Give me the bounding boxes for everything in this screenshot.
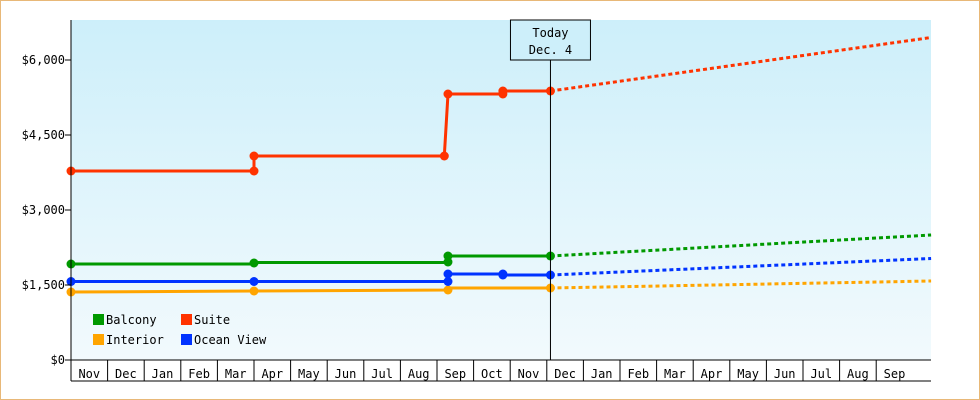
x-tick-label: Jul [371, 367, 393, 381]
forecast-line-interior [550, 279, 932, 290]
legend-label-ocean-view: Ocean View [194, 333, 267, 347]
x-tick-label: May [298, 367, 320, 381]
x-tick-label: Dec [115, 367, 137, 381]
x-tick-label: Apr [261, 367, 283, 381]
legend-swatch-interior [93, 334, 104, 345]
series-line-balcony [71, 254, 551, 266]
x-tick-label: Nov [78, 367, 100, 381]
x-tick-label: Sep [884, 367, 906, 381]
data-point-ocean-view [249, 277, 259, 286]
data-point-suite [249, 151, 259, 161]
data-point-interior [443, 285, 453, 295]
data-point-ocean-view [443, 277, 453, 286]
y-tick-label: $0 [51, 353, 65, 367]
legend-swatch-suite [181, 314, 192, 325]
x-tick-label: Dec [554, 367, 576, 381]
x-tick-label: Jun [774, 367, 796, 381]
y-tick-label: $6,000 [22, 53, 65, 67]
x-tick-label: Feb [188, 367, 210, 381]
x-tick-label: Jan [591, 367, 613, 381]
data-point-suite [443, 89, 453, 99]
x-tick-label: Apr [701, 367, 723, 381]
plot-background [71, 20, 931, 360]
legend-swatch-balcony [93, 314, 104, 325]
y-tick-label: $4,500 [22, 128, 65, 142]
x-tick-label: Mar [664, 367, 686, 381]
x-tick-label: Aug [847, 367, 869, 381]
data-point-suite [439, 151, 449, 161]
data-point-balcony [443, 251, 453, 261]
data-point-suite [498, 86, 508, 96]
today-date: Dec. 4 [529, 43, 572, 57]
x-tick-label: Jan [152, 367, 174, 381]
forecast-line-suite [550, 36, 932, 93]
x-tick-label: Feb [627, 367, 649, 381]
forecast-line-balcony [550, 233, 932, 258]
y-tick-label: $1,500 [22, 278, 65, 292]
x-tick-label: Aug [408, 367, 430, 381]
x-tick-label: Jul [810, 367, 832, 381]
legend-label-interior: Interior [106, 333, 164, 347]
legend-label-balcony: Balcony [106, 313, 157, 327]
x-tick-label: Oct [481, 367, 503, 381]
data-point-balcony [249, 258, 259, 268]
legend-label-suite: Suite [194, 313, 230, 327]
data-point-suite [249, 166, 259, 176]
series-line-ocean-view [71, 272, 551, 283]
x-tick-label: Sep [444, 367, 466, 381]
today-label: Today [532, 26, 568, 40]
y-tick-label: $3,000 [22, 203, 65, 217]
data-point-ocean-view [443, 269, 453, 279]
data-point-interior [249, 286, 259, 296]
x-tick-label: Nov [518, 367, 540, 381]
x-tick-label: Mar [225, 367, 247, 381]
x-tick-label: May [737, 367, 759, 381]
forecast-line-ocean-view [550, 257, 932, 277]
data-point-ocean-view [498, 270, 508, 280]
today-box [509, 19, 591, 61]
x-tick-label: Jun [335, 367, 357, 381]
legend-swatch-ocean-view [181, 334, 192, 345]
